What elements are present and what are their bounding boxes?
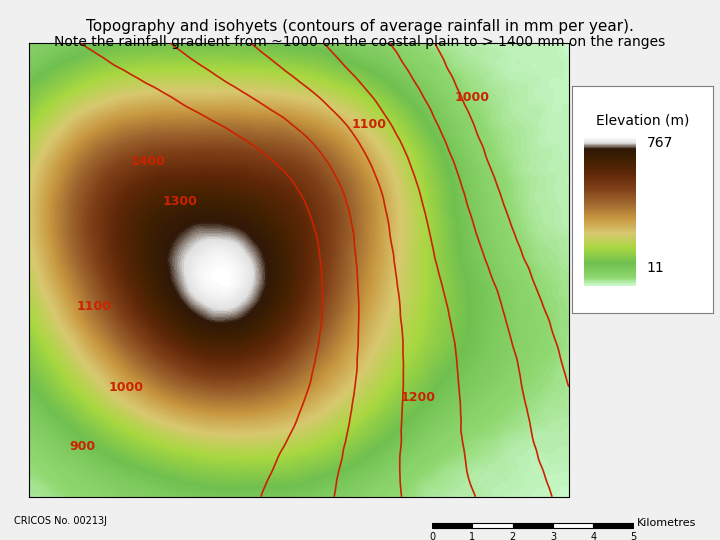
Text: 1300: 1300 <box>163 195 197 208</box>
Bar <box>593 523 634 528</box>
Text: Kilometres: Kilometres <box>637 518 696 528</box>
Text: 1100: 1100 <box>76 300 111 313</box>
Text: 4: 4 <box>590 532 596 540</box>
Text: CRICOS No. 00213J: CRICOS No. 00213J <box>14 516 107 526</box>
Text: 11: 11 <box>647 261 665 275</box>
Text: 1200: 1200 <box>400 390 435 403</box>
Text: 3: 3 <box>550 532 556 540</box>
Text: 1000: 1000 <box>454 91 489 104</box>
Bar <box>472 523 513 528</box>
Text: 767: 767 <box>647 136 673 150</box>
Text: Note the rainfall gradient from ~1000 on the coastal plain to > 1400 mm on the r: Note the rainfall gradient from ~1000 on… <box>55 35 665 49</box>
Bar <box>553 523 593 528</box>
Bar <box>432 523 472 528</box>
Text: 2: 2 <box>510 532 516 540</box>
Text: 5: 5 <box>631 532 636 540</box>
Text: 1: 1 <box>469 532 475 540</box>
Text: Topography and isohyets (contours of average rainfall in mm per year).: Topography and isohyets (contours of ave… <box>86 19 634 34</box>
Text: 1000: 1000 <box>109 381 143 394</box>
Text: 1100: 1100 <box>351 118 387 131</box>
Text: Elevation (m): Elevation (m) <box>596 113 689 127</box>
Bar <box>513 523 553 528</box>
Text: 1400: 1400 <box>130 154 165 167</box>
Text: 900: 900 <box>70 441 96 454</box>
Text: 0: 0 <box>429 532 435 540</box>
